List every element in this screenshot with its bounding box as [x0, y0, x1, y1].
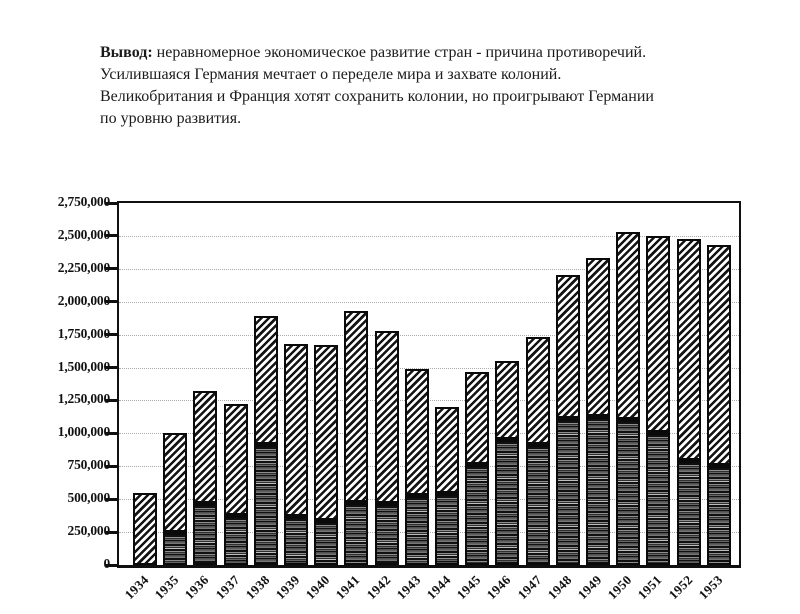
grid-line: [119, 400, 739, 402]
y-tick: [105, 398, 117, 402]
bar-top-segment: [163, 433, 188, 533]
bar-bottom-segment: [706, 464, 731, 565]
y-tick: [105, 333, 117, 337]
stacked-bar-chart: 0 250,000 500,000 750,000 1,000,000 1,250,000…: [58, 194, 741, 602]
bar-bottom-segment: [525, 443, 550, 565]
bar-top-segment: [435, 407, 459, 493]
y-tick: [105, 431, 117, 435]
bar-bottom-segment: [223, 514, 248, 565]
bar-bottom-segment: [646, 432, 671, 565]
grid-line: [119, 466, 739, 468]
y-tick: [105, 267, 117, 271]
bar-top-segment: [223, 404, 248, 515]
bar-top-segment: [495, 360, 520, 439]
bar-bottom-segment: [193, 503, 218, 565]
y-tick-label: 1,000,000: [57, 424, 110, 440]
y-tick-label: 2,250,000: [57, 259, 110, 275]
bar-bottom-segment: [284, 516, 308, 565]
y-tick-label: 750,000: [67, 457, 111, 473]
conclusion-paragraph: Вывод: неравномерное экономическое разви…: [100, 42, 660, 130]
bar-top-segment: [344, 310, 369, 502]
y-tick-label: 1,250,000: [57, 391, 110, 407]
bar-top-segment: [404, 368, 429, 496]
y-tick: [105, 234, 117, 238]
y-tick-label: 500,000: [67, 490, 111, 506]
bar-bottom-segment: [495, 438, 520, 565]
bar-bottom-segment: [435, 492, 459, 565]
grid-line: [119, 367, 739, 369]
bar-top-segment: [253, 316, 278, 444]
bar-top-segment: [555, 275, 580, 418]
bar-top-segment: [706, 245, 731, 465]
y-tick: [105, 464, 117, 468]
grid-line: [119, 268, 739, 270]
y-tick-label: 2,000,000: [57, 292, 110, 308]
grid-line: [119, 301, 739, 303]
bar-bottom-segment: [555, 417, 580, 565]
bar-bottom-segment: [374, 503, 399, 565]
bar-bottom-segment: [314, 520, 339, 565]
bar-top-segment: [646, 235, 671, 433]
grid-line: [119, 499, 739, 501]
y-tick-label: 2,500,000: [57, 226, 110, 242]
y-tick: [105, 366, 117, 370]
bar-top-segment: [284, 343, 308, 517]
bar-top-segment: [586, 258, 610, 417]
plot-area: 0 250,000 500,000 750,000 1,000,000 1,250,000…: [58, 194, 741, 571]
y-tick-label: 1,500,000: [57, 358, 110, 374]
grid-line: [119, 532, 739, 534]
bar-bottom-segment: [404, 495, 429, 565]
bar-bottom-segment: [163, 532, 188, 565]
bar-top-segment: [676, 238, 701, 460]
y-tick-label: 250,000: [67, 523, 111, 539]
y-tick: [105, 300, 117, 304]
conclusion-label: Вывод:: [100, 44, 153, 61]
grid-line: [119, 334, 739, 336]
bar-top-segment: [133, 492, 157, 565]
grid-line: [119, 433, 739, 435]
grid-line: [119, 235, 739, 237]
bar-top-segment: [465, 371, 490, 464]
bar-bottom-segment: [465, 463, 490, 565]
bar-bottom-segment: [616, 418, 641, 565]
y-tick: [105, 201, 117, 205]
y-tick-label: 1,750,000: [57, 325, 110, 341]
bar-top-segment: [314, 345, 339, 521]
bar-bottom-segment: [344, 501, 369, 565]
bar-top-segment: [525, 337, 550, 444]
y-tick: [105, 563, 117, 567]
y-tick: [105, 497, 117, 501]
bar-bottom-segment: [586, 416, 610, 565]
y-tick-label: 0: [103, 556, 110, 571]
y-tick: [105, 530, 117, 534]
bar-bottom-segment: [253, 443, 278, 565]
bar-bottom-segment: [676, 459, 701, 565]
bar-top-segment: [374, 330, 399, 504]
bar-top-segment: [193, 391, 218, 504]
y-tick-label: 2,750,000: [57, 194, 110, 209]
bar-top-segment: [616, 231, 641, 419]
conclusion-text: неравномерное экономическое развитие стр…: [100, 44, 654, 127]
